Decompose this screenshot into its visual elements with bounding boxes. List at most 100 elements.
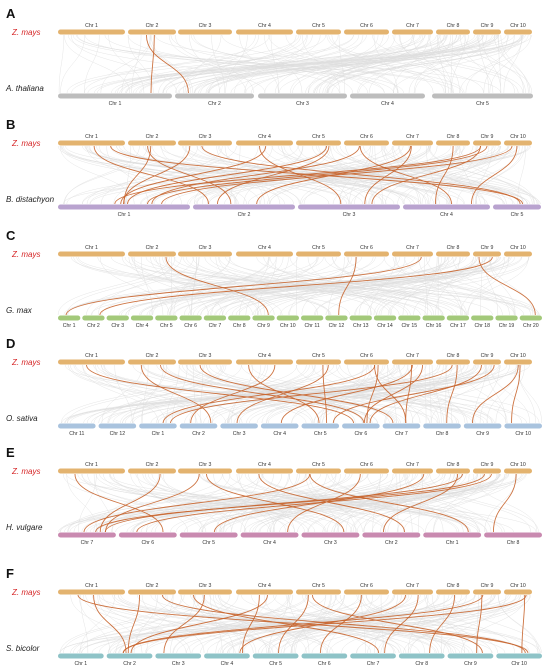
- background-link: [238, 256, 505, 316]
- ref-chromosome-bar: [392, 29, 433, 35]
- highlight-link: [322, 364, 328, 424]
- ref-chromosome-bar: [128, 29, 176, 35]
- background-link: [121, 256, 283, 316]
- background-link: [441, 594, 445, 654]
- ref-chromosome-label: Chr 4: [258, 462, 271, 468]
- highlight-link: [384, 594, 419, 654]
- background-link: [59, 594, 173, 654]
- highlight-link: [190, 364, 276, 424]
- target-chromosome-bar: [446, 315, 470, 321]
- ref-chromosome-bar: [58, 589, 125, 595]
- background-link: [486, 364, 517, 424]
- background-link: [308, 473, 491, 533]
- target-chromosome-label: Chr 3: [324, 540, 337, 546]
- ref-chromosome-bar: [178, 251, 232, 257]
- ref-chromosome-bar: [344, 359, 389, 365]
- highlight-link: [83, 473, 311, 533]
- background-link: [289, 145, 465, 205]
- target-chromosome-bar: [82, 315, 105, 321]
- background-link: [89, 473, 446, 533]
- highlight-link: [405, 364, 412, 424]
- background-link: [261, 594, 450, 654]
- background-link: [207, 256, 420, 316]
- target-chromosome-label: Chr 20: [523, 323, 539, 329]
- background-link: [135, 473, 386, 533]
- target-chromosome-label: Chr 6: [141, 540, 154, 546]
- background-link: [371, 34, 519, 94]
- background-link: [159, 256, 191, 316]
- background-link: [360, 594, 426, 654]
- background-link: [258, 473, 527, 533]
- background-link: [104, 364, 312, 424]
- highlight-link: [193, 594, 380, 654]
- ref-chromosome-label: Chr 5: [312, 134, 325, 140]
- background-link: [227, 594, 496, 654]
- background-link: [182, 256, 377, 316]
- background-link: [268, 34, 398, 94]
- ref-chromosome-label: Chr 3: [199, 245, 212, 251]
- target-chromosome-label: Chr 5: [160, 323, 173, 329]
- background-link: [183, 34, 222, 94]
- background-link: [140, 256, 153, 316]
- background-link: [429, 145, 501, 205]
- ref-chromosome-label: Chr 3: [199, 583, 212, 589]
- background-link: [101, 364, 143, 424]
- ref-chromosome-bar: [236, 251, 293, 257]
- ref-chromosome-label: Chr 3: [199, 353, 212, 359]
- background-link: [95, 473, 290, 533]
- background-link: [64, 364, 438, 424]
- highlight-link: [521, 594, 526, 654]
- ref-chromosome-bar: [236, 468, 293, 474]
- background-link: [363, 473, 423, 533]
- background-link: [245, 256, 289, 316]
- background-link: [446, 145, 477, 205]
- ref-chromosome-bar: [504, 359, 532, 365]
- highlight-link: [93, 145, 209, 205]
- ref-chromosome-label: Chr 1: [85, 245, 98, 251]
- ref-chromosome-bar: [178, 468, 232, 474]
- ref-chromosome-bar: [58, 251, 125, 257]
- background-link: [208, 34, 523, 94]
- ref-chromosome-bar: [128, 140, 176, 146]
- background-link: [104, 34, 404, 94]
- background-link: [114, 364, 133, 424]
- ref-chromosome-label: Chr 1: [85, 134, 98, 140]
- background-link: [64, 34, 130, 94]
- target-chromosome-label: Chr 19: [499, 323, 515, 329]
- background-link: [91, 594, 279, 654]
- ref-chromosome-bar: [473, 251, 501, 257]
- target-chromosome-bar: [58, 423, 96, 429]
- ref-chromosome-bar: [178, 359, 232, 365]
- target-chromosome-label: Chr 3: [111, 323, 124, 329]
- ref-chromosome-label: Chr 1: [85, 583, 98, 589]
- target-chromosome-label: Chr 1: [152, 431, 165, 437]
- ref-chromosome-label: Chr 6: [360, 583, 373, 589]
- ref-chromosome-bar: [178, 140, 232, 146]
- background-link: [224, 145, 265, 205]
- ref-chromosome-label: Chr 6: [360, 23, 373, 29]
- highlight-link: [136, 473, 492, 533]
- ref-chromosome-bar: [58, 29, 125, 35]
- background-link: [325, 256, 529, 316]
- ref-chromosome-bar: [344, 140, 389, 146]
- target-chromosome-label: Chr 9: [464, 661, 477, 667]
- background-link: [199, 473, 537, 533]
- background-link: [66, 145, 327, 205]
- background-link: [145, 594, 345, 654]
- ref-chromosome-label: Chr 4: [258, 583, 271, 589]
- background-link: [213, 594, 268, 654]
- highlight-link: [95, 473, 485, 533]
- ref-chromosome-bar: [344, 468, 389, 474]
- reference-species-name: Z. mays: [11, 467, 40, 476]
- background-link: [283, 594, 521, 654]
- background-link: [79, 594, 205, 654]
- background-link: [313, 364, 441, 424]
- highlight-link: [114, 145, 482, 205]
- background-link: [142, 364, 149, 424]
- target-chromosome-bar: [432, 93, 533, 99]
- target-chromosome-label: Chr 1: [109, 101, 122, 107]
- target-chromosome-bar: [58, 532, 116, 538]
- background-link: [517, 364, 536, 424]
- background-link: [459, 34, 494, 94]
